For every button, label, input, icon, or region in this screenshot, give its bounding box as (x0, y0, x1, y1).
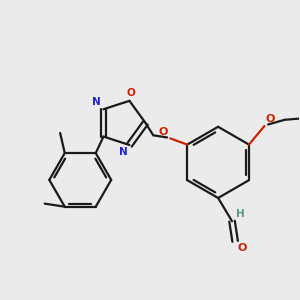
Text: N: N (92, 97, 101, 107)
Text: N: N (119, 148, 128, 158)
Text: O: O (127, 88, 135, 98)
Text: H: H (236, 209, 244, 219)
Text: O: O (238, 243, 247, 253)
Text: O: O (266, 115, 275, 124)
Text: O: O (158, 127, 168, 136)
